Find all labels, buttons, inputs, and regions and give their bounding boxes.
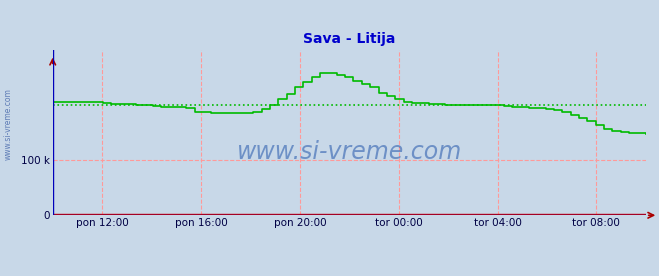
Text: www.si-vreme.com: www.si-vreme.com [237, 140, 462, 164]
Text: www.si-vreme.com: www.si-vreme.com [3, 88, 13, 160]
Title: Sava - Litija: Sava - Litija [303, 32, 395, 46]
